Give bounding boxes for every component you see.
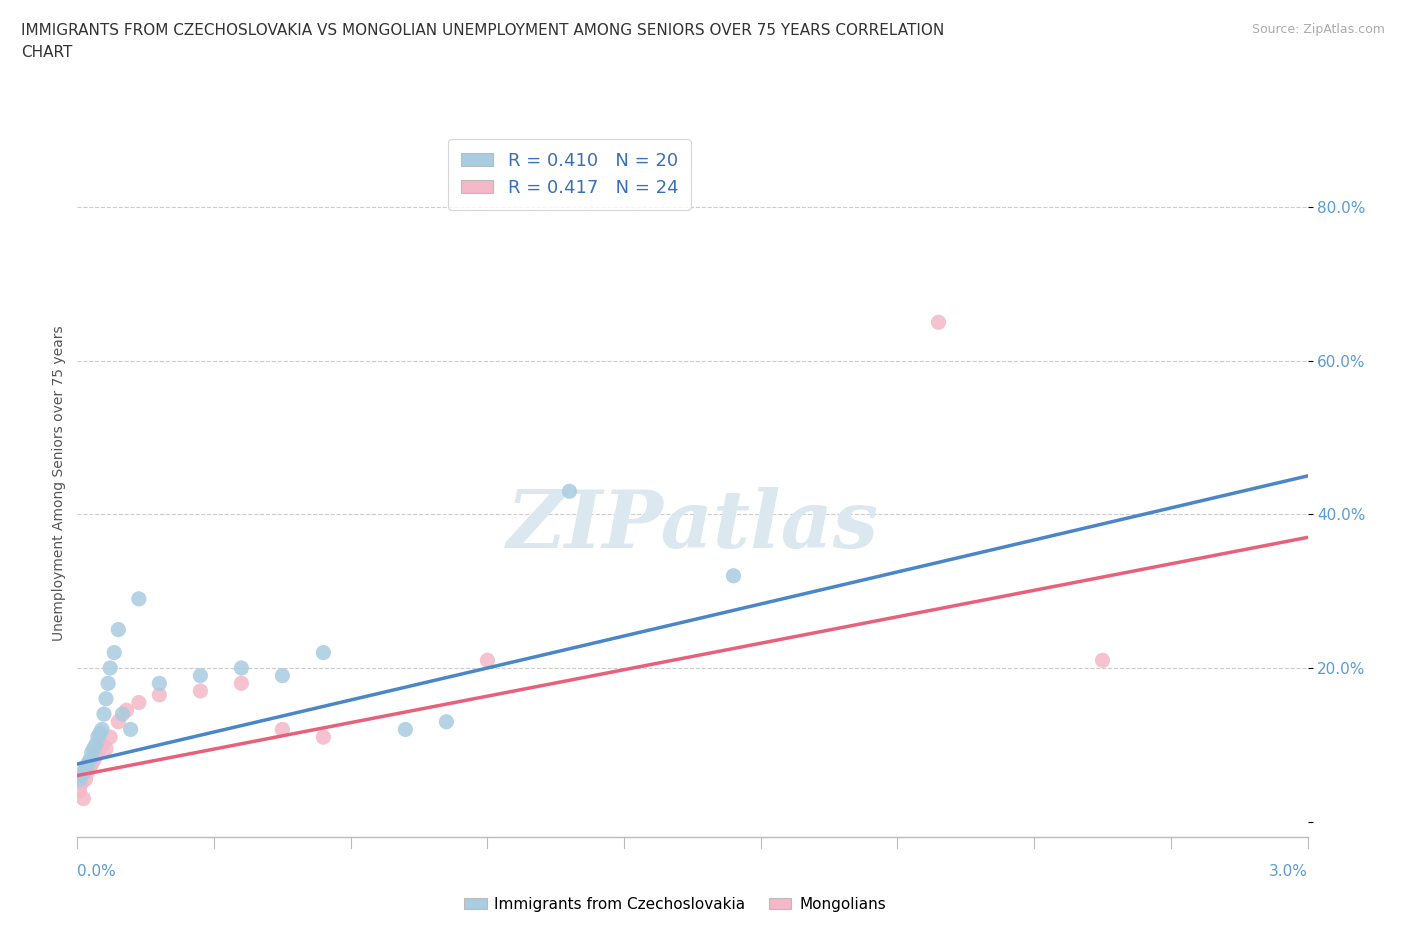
Point: [79, 752, 101, 767]
Point: [80, 757, 103, 772]
Text: 3.0%: 3.0%: [1268, 864, 1308, 879]
Legend: Immigrants from Czechoslovakia, Mongolians: Immigrants from Czechoslovakia, Mongolia…: [458, 891, 891, 918]
Point: [94, 741, 117, 756]
Point: [84, 737, 107, 752]
Point: [98, 660, 121, 675]
Point: [107, 714, 129, 729]
Point: [75, 761, 97, 776]
Point: [87, 745, 110, 760]
Point: [67, 783, 90, 798]
Text: ZIPatlas: ZIPatlas: [506, 487, 879, 565]
Y-axis label: Unemployment Among Seniors over 75 years: Unemployment Among Seniors over 75 years: [52, 326, 66, 642]
Point: [76, 757, 98, 772]
Point: [312, 645, 335, 660]
Point: [87, 730, 110, 745]
Point: [188, 669, 212, 684]
Point: [128, 695, 150, 710]
Point: [231, 660, 253, 675]
Point: [477, 653, 499, 668]
Point: [94, 691, 117, 706]
Point: [436, 714, 458, 729]
Point: [80, 745, 103, 760]
Point: [97, 676, 120, 691]
Point: [312, 730, 335, 745]
Point: [107, 622, 129, 637]
Point: [75, 772, 97, 787]
Point: [558, 484, 581, 498]
Point: [72, 791, 94, 806]
Point: [98, 730, 121, 745]
Point: [723, 568, 745, 583]
Point: [70, 776, 93, 790]
Point: [188, 684, 212, 698]
Point: [90, 722, 114, 737]
Point: [1091, 653, 1114, 668]
Point: [231, 676, 253, 691]
Point: [103, 645, 125, 660]
Point: [111, 707, 134, 722]
Legend: R = 0.410   N = 20, R = 0.417   N = 24: R = 0.410 N = 20, R = 0.417 N = 24: [449, 140, 690, 209]
Point: [72, 764, 94, 779]
Point: [128, 591, 150, 606]
Point: [394, 722, 416, 737]
Point: [83, 741, 105, 756]
Point: [84, 749, 107, 764]
Point: [271, 669, 294, 684]
Text: 0.0%: 0.0%: [77, 864, 117, 879]
Point: [148, 687, 170, 702]
Point: [115, 703, 138, 718]
Text: Source: ZipAtlas.com: Source: ZipAtlas.com: [1251, 23, 1385, 36]
Point: [79, 761, 101, 776]
Point: [76, 764, 98, 779]
Point: [67, 772, 90, 787]
Point: [70, 768, 93, 783]
Point: [89, 725, 111, 740]
Point: [93, 707, 115, 722]
Point: [83, 752, 105, 767]
Point: [90, 737, 114, 752]
Point: [271, 722, 294, 737]
Text: IMMIGRANTS FROM CZECHOSLOVAKIA VS MONGOLIAN UNEMPLOYMENT AMONG SENIORS OVER 75 Y: IMMIGRANTS FROM CZECHOSLOVAKIA VS MONGOL…: [21, 23, 945, 60]
Point: [928, 315, 950, 330]
Point: [148, 676, 170, 691]
Point: [120, 722, 142, 737]
